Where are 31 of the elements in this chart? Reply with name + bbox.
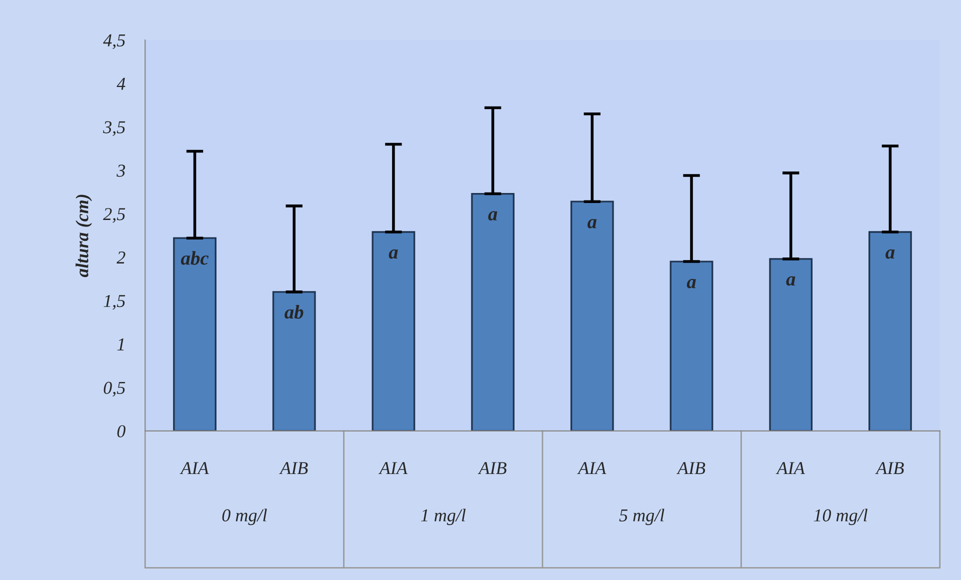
x-tick-label: AIA <box>577 462 606 474</box>
x-tick-label: AIB <box>875 462 904 474</box>
y-tick-label: 0,5 <box>104 382 126 397</box>
annotation: a <box>686 278 696 288</box>
y-tick-label: 4 <box>116 78 126 90</box>
x-tick-label: AIA <box>776 462 805 474</box>
x-tick-label: AIB <box>676 462 706 474</box>
annotation: a <box>786 276 796 286</box>
y-tick-label: 0 <box>117 425 126 438</box>
y-tick-label: 4,5 <box>103 34 126 50</box>
y-tick-label: 2 <box>116 252 126 264</box>
annotation: a <box>488 211 498 221</box>
annotation: abc <box>180 251 209 265</box>
y-tick-label: 1 <box>117 338 124 350</box>
text: 5 mg/l <box>619 508 664 526</box>
y-tick-label: 1,5 <box>104 294 126 310</box>
y-axis-title: altura (cm) <box>76 194 92 278</box>
text: 0 mg/l <box>222 508 267 526</box>
x-tick-label: AIB <box>478 462 506 474</box>
annotation: a <box>388 249 398 259</box>
annotation: a <box>588 218 597 228</box>
y-tick-label: 3,5 <box>103 121 126 136</box>
x-tick-label: AIB <box>279 462 308 474</box>
x-tick-label: AIA <box>180 462 209 474</box>
annotation: a <box>886 249 895 259</box>
y-tick-label: 2,5 <box>103 208 126 223</box>
text: 10 mg/l <box>814 508 868 526</box>
annotation: ab <box>284 304 304 319</box>
y-tick-label: 3 <box>116 164 126 177</box>
text: 1 mg/l <box>420 508 466 526</box>
x-tick-label: AIA <box>378 462 408 474</box>
